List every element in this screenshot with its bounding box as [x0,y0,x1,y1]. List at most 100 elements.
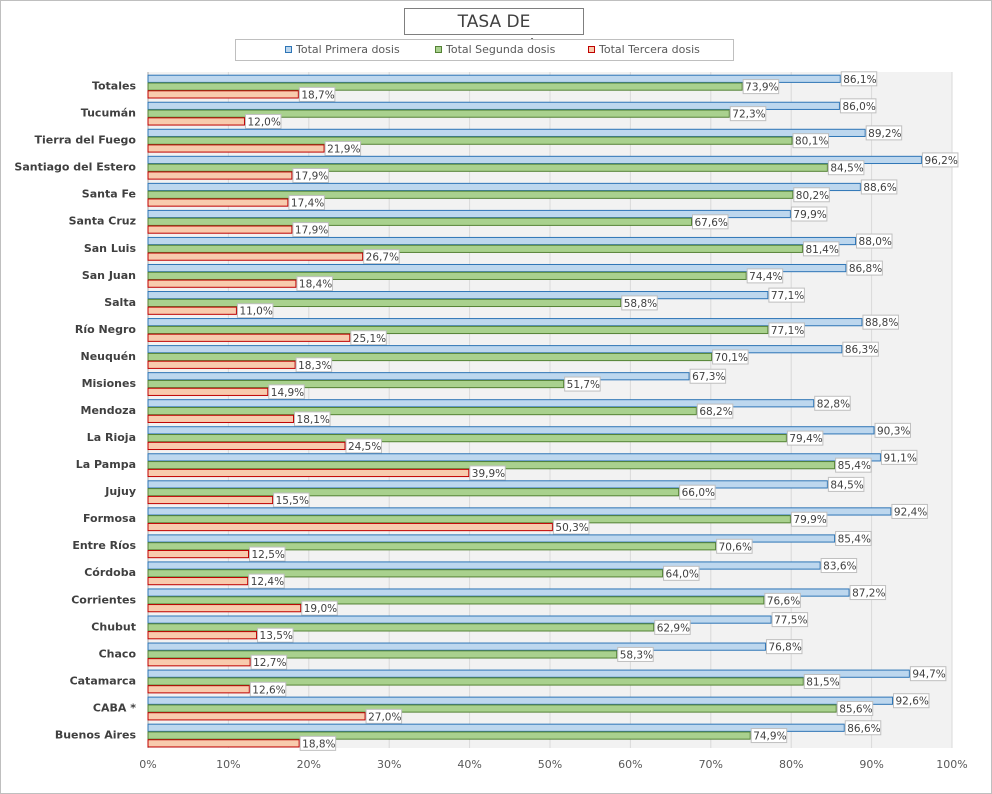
bar-tercera-santiago-del-estero [147,171,293,180]
bar-primera-santa-fe [147,182,861,192]
data-label-box-primera-misiones [689,368,727,384]
category-label-santa-fe: Santa Fe [82,188,136,201]
bar-primera-rio-negro [147,318,863,327]
bar-primera-entre-rios [147,534,836,543]
data-label-box-tercera-santa-fe [288,195,325,211]
bar-primera-tierra-del-fuego [147,128,866,137]
data-label-box-primera-neuquen [842,341,879,357]
bar-tercera-caba [147,712,366,721]
category-label-chubut: Chubut [91,620,136,633]
data-label-primera-tucuman: 86,0% [842,101,875,113]
data-label-segunda-entre-rios: 70,6% [719,541,752,553]
data-label-box-tercera-misiones [268,384,305,400]
bar-tercera-salta [147,306,237,315]
legend: Total Primera dosis Total Segunda dosis … [235,39,734,61]
data-label-segunda-caba: 85,6% [839,704,872,716]
bar-primera-formosa [147,507,892,516]
bar-tercera-la-pampa [147,468,470,478]
data-label-segunda-la-rioja: 79,4% [789,433,822,445]
bar-tercera-totales [147,90,299,99]
data-label-box-primera-rio-negro [862,314,899,330]
data-label-primera-salta: 77,1% [771,290,804,302]
bar-primera-totales [147,74,841,83]
bar-segunda-tierra-del-fuego [147,136,793,145]
data-label-primera-formosa: 92,4% [894,506,927,518]
data-label-segunda-rio-negro: 77,1% [771,325,804,337]
bar-segunda-caba [147,704,837,713]
category-label-catamarca: Catamarca [70,674,136,687]
data-label-tercera-catamarca: 12,6% [252,684,285,696]
data-label-box-primera-totales [840,71,878,87]
x-tick-label-30: 30% [377,758,401,771]
data-label-primera-mendoza: 82,8% [817,398,850,410]
data-label-box-segunda-san-juan [746,268,784,284]
data-label-box-primera-santiago-del-estero [921,152,959,168]
bar-primera-santa-cruz [147,209,791,219]
bar-tercera-mendoza [147,414,295,423]
data-label-box-primera-tucuman [839,98,877,114]
data-label-box-segunda-neuquen [712,349,749,365]
data-label-box-tercera-santiago-del-estero [292,168,329,184]
data-label-primera-catamarca: 94,7% [912,669,945,681]
data-label-segunda-neuquen: 70,1% [715,352,748,364]
data-label-segunda-catamarca: 81,5% [806,676,839,688]
bar-segunda-corrientes [147,596,765,605]
data-label-box-segunda-buenos-aires [750,728,788,744]
legend-label-segunda: Total Segunda dosis [446,43,556,56]
data-label-box-tercera-san-juan [296,276,333,292]
data-label-primera-misiones: 67,3% [692,371,725,383]
category-label-chaco: Chaco [99,647,137,660]
data-label-box-tercera-salta [236,303,274,319]
data-label-primera-san-juan: 86,8% [849,263,882,275]
bar-segunda-catamarca [147,677,804,686]
x-tick-label-50: 50% [538,758,562,771]
bar-tercera-san-luis [147,252,364,261]
data-label-primera-jujuy: 84,5% [830,479,863,491]
bar-primera-caba [147,696,894,705]
bar-segunda-misiones [147,379,565,389]
data-label-box-segunda-jujuy [679,484,716,500]
data-label-box-segunda-chubut [654,619,691,635]
data-label-box-segunda-catamarca [803,673,841,689]
data-label-tercera-caba: 27,0% [368,711,401,723]
data-label-segunda-chaco: 58,3% [620,649,653,661]
bar-primera-misiones [147,372,690,381]
bar-segunda-buenos-aires [147,731,751,740]
data-label-segunda-corrientes: 76,6% [767,595,800,607]
data-label-box-tercera-tierra-del-fuego [324,140,362,156]
legend-swatch-primera [285,46,292,53]
data-label-tercera-misiones: 14,9% [271,387,304,399]
data-label-box-segunda-formosa [790,511,828,527]
data-label-box-tercera-caba [365,708,403,724]
data-label-tercera-totales: 18,7% [301,89,334,101]
data-label-segunda-totales: 73,9% [745,82,778,94]
data-label-box-segunda-tucuman [729,106,767,122]
bar-tercera-neuquen [147,360,296,369]
category-label-la-pampa: La Pampa [76,458,136,471]
data-label-tercera-la-rioja: 24,5% [348,441,381,453]
data-label-box-segunda-entre-rios [716,538,753,554]
data-label-segunda-buenos-aires: 74,9% [753,731,786,743]
data-label-segunda-san-luis: 81,4% [805,244,838,256]
data-label-box-tercera-entre-rios [249,546,286,562]
bar-primera-jujuy [147,480,828,489]
bar-primera-catamarca [147,669,910,678]
bar-primera-salta [147,291,769,300]
x-tick-label-0: 0% [139,758,156,771]
bar-tercera-santa-fe [147,198,289,207]
x-tick-label-20: 20% [297,758,321,771]
data-label-box-tercera-tucuman [244,113,282,129]
data-label-tercera-neuquen: 18,3% [298,360,331,372]
category-label-salta: Salta [104,296,136,309]
data-label-box-tercera-rio-negro [350,330,387,346]
data-label-segunda-santiago-del-estero: 84,5% [830,163,863,175]
category-label-cordoba: Córdoba [84,566,136,579]
legend-label-tercera: Total Tercera dosis [599,43,700,56]
bar-primera-san-luis [147,236,857,246]
bar-tercera-misiones [147,387,269,396]
data-label-tercera-santiago-del-estero: 17,9% [295,171,328,183]
bar-segunda-tucuman [147,109,730,118]
data-label-box-primera-chubut [771,612,809,628]
data-label-box-tercera-mendoza [294,411,331,427]
